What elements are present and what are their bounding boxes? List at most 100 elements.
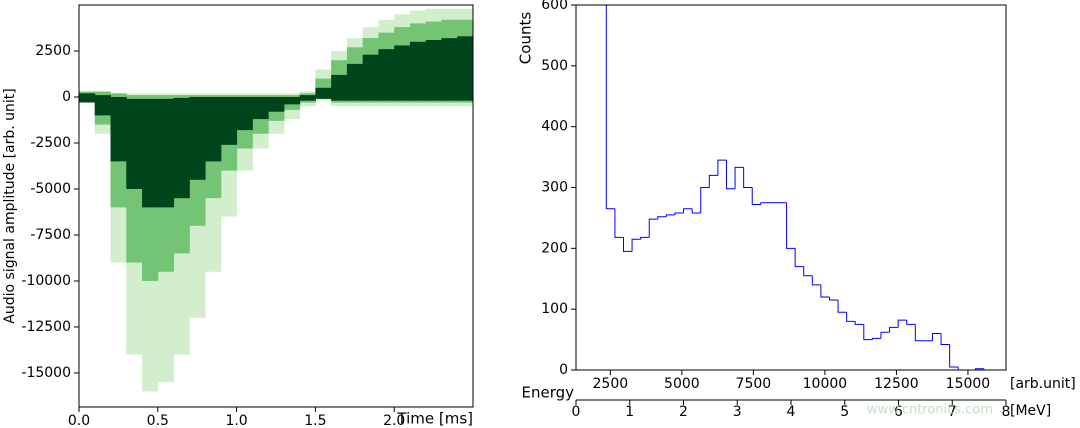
histogram-step [725, 160, 736, 190]
histogram-step [743, 167, 753, 188]
histogram-step [665, 214, 675, 217]
density-band [394, 45, 411, 101]
density-band [378, 49, 395, 101]
density-band [425, 39, 442, 101]
y-tick-label: -5000 [30, 181, 71, 197]
density-band [252, 96, 269, 120]
x2-tick-label: 3 [733, 404, 742, 420]
plot-frame [78, 4, 474, 408]
density-band [110, 96, 127, 162]
histogram-step [940, 333, 950, 345]
density-band [299, 95, 316, 101]
x2-tick-label: 7 [948, 404, 957, 420]
x2-tick-label: 2 [679, 404, 688, 420]
histogram-step [846, 312, 856, 322]
x-tick-label: 0.5 [147, 413, 169, 428]
histogram-step [760, 202, 770, 205]
y-tick-label: 600 [541, 0, 568, 13]
density-band [94, 95, 112, 116]
histogram-step [786, 202, 796, 249]
y-tick-label: 300 [541, 180, 568, 196]
x2-tick-label: 5 [840, 404, 849, 420]
density-band [157, 98, 175, 208]
histogram-step [914, 324, 924, 342]
x2-tick-label: 1 [625, 404, 634, 420]
density-band [189, 96, 206, 180]
y-tick-label: 500 [541, 58, 568, 74]
histogram-step [708, 174, 718, 188]
y-tick-label: -15000 [21, 365, 71, 381]
x-tick-label: 2.0 [383, 413, 405, 428]
y-tick-label: 400 [541, 119, 568, 135]
x-tick-label: 12500 [874, 376, 919, 392]
histogram-step [863, 324, 873, 341]
y-tick-label: -12500 [21, 319, 71, 335]
histogram-step [691, 208, 701, 214]
histogram-step [983, 368, 993, 370]
x-tick-label: 7500 [736, 376, 772, 392]
x2-tick-label: 8 [1002, 404, 1011, 420]
histogram-step [648, 218, 658, 238]
x-tick-label: 1.5 [304, 413, 326, 428]
histogram-step [880, 331, 890, 339]
histogram-step [803, 266, 813, 277]
x-tick-label: 0.0 [68, 413, 90, 428]
histogram-step [605, 5, 615, 210]
density-band [220, 96, 238, 145]
density-band [409, 41, 427, 101]
histogram-step [906, 320, 916, 325]
y-tick-label: 0 [62, 89, 71, 105]
x-unit-label: [arb.unit] [1010, 376, 1076, 392]
density-band [142, 98, 159, 208]
x2-tick-label: 6 [894, 404, 903, 420]
x-axis-label: Energy [521, 384, 574, 402]
x2-tick-label: 4 [787, 404, 796, 420]
density-band [331, 74, 348, 101]
y-tick-label: -7500 [30, 227, 71, 243]
density-band [346, 63, 364, 101]
histogram-step [931, 333, 942, 341]
histogram-step [683, 208, 693, 214]
watermark: www.cntronics.com [867, 403, 993, 418]
y-tick-label: 0 [559, 362, 568, 378]
y-axis-label: Counts [517, 12, 535, 65]
histogram-step [828, 297, 839, 301]
x2-tick-label: 0 [572, 404, 581, 420]
histogram-step [854, 321, 864, 325]
histogram-step [657, 216, 667, 220]
histogram-step [734, 166, 744, 189]
histogram-step [837, 300, 847, 313]
density-band [126, 98, 143, 189]
density-band [268, 96, 285, 112]
density-band [173, 97, 190, 199]
histogram-step [949, 344, 959, 368]
density-band [79, 93, 96, 103]
histogram-step [820, 284, 830, 298]
histogram-step [640, 236, 650, 240]
x-tick-label: 2500 [593, 376, 629, 392]
x-tick-label: 10000 [803, 376, 848, 392]
histogram-step [674, 212, 684, 215]
y-tick-label: -2500 [30, 135, 71, 151]
y-axis-label: Audio signal amplitude [arb. unit] [2, 88, 18, 323]
histogram-step [897, 319, 907, 328]
y-tick-label: 200 [541, 240, 568, 256]
density-band [236, 96, 253, 131]
density-band [362, 54, 379, 101]
density-band [283, 96, 301, 105]
x-tick-label: 5000 [664, 376, 700, 392]
histogram-step [811, 275, 821, 286]
plot-frame [575, 4, 1007, 371]
histogram-step [614, 208, 624, 238]
histogram-step [871, 337, 881, 340]
histogram-step [717, 159, 727, 176]
x-axis-label: Time [ms] [396, 410, 473, 428]
histogram-step [700, 187, 710, 214]
x-tick-label: 15000 [946, 376, 991, 392]
histogram-step [622, 237, 633, 252]
density-band [457, 36, 473, 101]
histogram-step [576, 5, 577, 370]
histogram-step [794, 248, 804, 268]
y-tick-label: 2500 [35, 43, 71, 59]
